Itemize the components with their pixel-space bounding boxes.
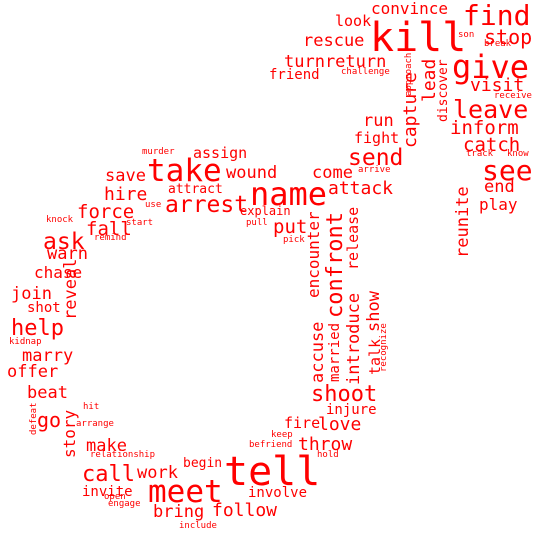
word-join: join (11, 284, 52, 304)
word-inform: inform (450, 117, 519, 139)
word-explain: explain (240, 204, 291, 218)
word-release: release (344, 206, 362, 270)
word-beat: beat (27, 383, 68, 403)
word-receive: receive (494, 91, 532, 101)
word-remind: remind (94, 233, 127, 243)
word-love: love (318, 414, 362, 435)
word-catch: catch (463, 134, 521, 156)
word-involve: involve (248, 485, 308, 501)
word-discover: discover (436, 59, 451, 122)
word-relationship: relationship (90, 450, 156, 460)
word-convince: convince (371, 0, 449, 18)
word-attack: attack (328, 178, 394, 199)
word-arrange: arrange (76, 419, 114, 429)
word-injure: injure (326, 402, 377, 418)
word-hold: hold (317, 450, 339, 460)
word-call: call (82, 462, 135, 487)
word-kill: kill (370, 15, 467, 61)
word-offer: offer (7, 362, 59, 382)
word-visit: visit (470, 75, 525, 96)
word-name: name (250, 175, 328, 213)
word-include: include (179, 521, 217, 531)
word-capture: capture (400, 72, 421, 148)
word-ask: ask (43, 229, 85, 255)
word-make: make (86, 436, 127, 456)
word-shot: shot (27, 300, 61, 316)
word-murder: murder (142, 147, 175, 157)
word-pull: pull (246, 218, 268, 228)
word-introduce: introduce (344, 292, 364, 385)
word-save: save (105, 166, 146, 186)
word-encounter: encounter (304, 211, 323, 298)
word-rescue: rescue (303, 31, 365, 51)
word-start: start (126, 218, 154, 228)
word-married: married (327, 322, 343, 382)
word-chase: chase (34, 263, 83, 282)
word-stop: stop (484, 25, 533, 49)
word-defeat: defeat (29, 402, 39, 435)
word-meet: meet (148, 474, 223, 510)
word-warn: warn (47, 244, 88, 264)
word-look: look (335, 12, 372, 30)
word-fire: fire (284, 414, 321, 432)
word-shoot: shoot (311, 382, 378, 407)
word-arrest: arrest (165, 192, 249, 218)
word-reunite: reunite (453, 186, 473, 258)
word-invite: invite (82, 484, 133, 500)
word-fall: fall (86, 218, 132, 240)
word-tell: tell (224, 449, 321, 495)
word-story: story (60, 409, 79, 458)
word-follow: follow (212, 500, 278, 521)
word-challenge: challenge (341, 67, 390, 77)
word-talk: talk (366, 338, 384, 375)
word-son: son (458, 30, 475, 40)
word-help: help (11, 316, 64, 341)
word-see: see (482, 154, 533, 187)
word-send: send (348, 145, 404, 171)
word-end: end (484, 177, 515, 197)
word-find: find (463, 0, 531, 32)
word-bring: bring (153, 502, 205, 522)
word-assign: assign (193, 144, 248, 162)
word-turnreturn: turnreturn (284, 52, 387, 72)
word-come: come (312, 163, 353, 183)
word-kidnap: kidnap (9, 337, 42, 347)
word-keep: keep (271, 430, 293, 440)
word-use: use (145, 200, 162, 210)
word-break: break (484, 39, 512, 49)
word-friend: friend (269, 67, 320, 83)
word-give: give (452, 48, 530, 86)
word-knock: knock (46, 215, 74, 225)
word-begin: begin (183, 456, 223, 471)
word-know: know (507, 149, 529, 159)
word-arrive: arrive (358, 165, 391, 175)
word-reveal: reveal (61, 258, 81, 320)
word-marry: marry (22, 346, 74, 366)
word-track: track (466, 149, 494, 159)
word-engage: engage (108, 499, 141, 509)
word-open: open (104, 492, 126, 502)
word-hit: hit (83, 402, 100, 412)
word-throw: throw (298, 434, 353, 455)
word-put: put (273, 216, 308, 238)
word-accuse: accuse (308, 321, 328, 383)
word-pick: pick (283, 235, 305, 245)
word-attract: attract (168, 182, 223, 197)
word-go: go (37, 408, 62, 432)
word-hire: hire (104, 184, 148, 205)
word-force: force (77, 201, 135, 223)
word-fight: fight (354, 129, 400, 147)
word-leave: leave (453, 95, 529, 124)
word-befriend: befriend (249, 440, 293, 450)
word-wound: wound (226, 163, 278, 183)
word-play: play (479, 195, 518, 214)
word-take: take (147, 153, 222, 189)
word-run: run (363, 111, 394, 131)
word-work: work (137, 463, 178, 483)
